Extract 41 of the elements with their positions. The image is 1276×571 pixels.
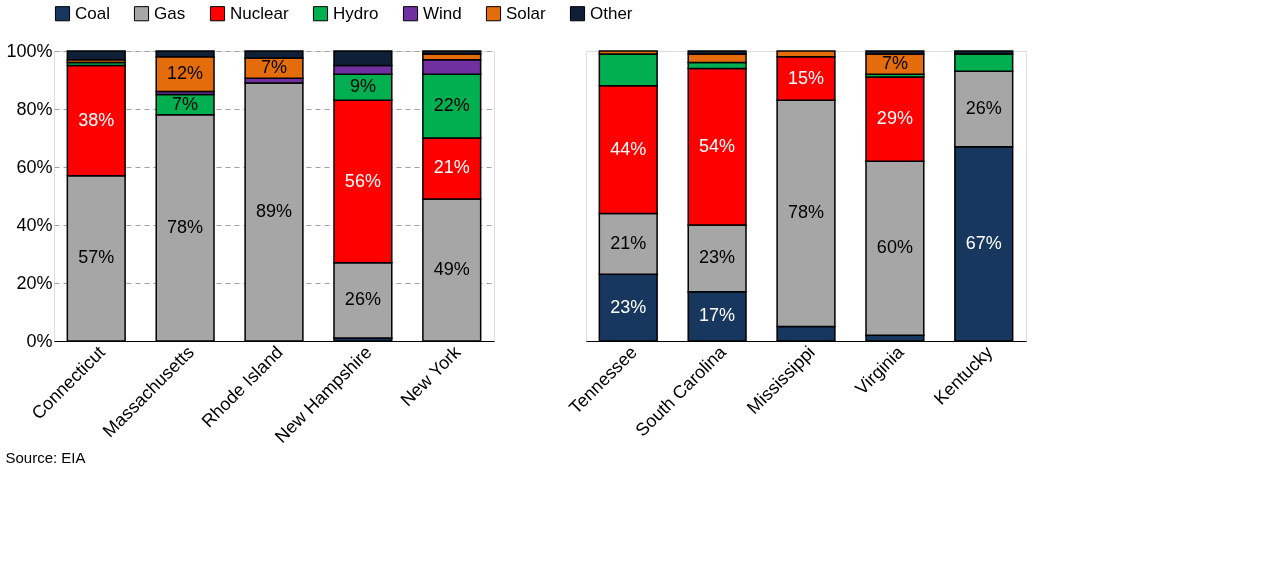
y-tick-label: 0% [26, 330, 53, 351]
data-label: 78% [167, 216, 204, 237]
y-tick-label: 60% [16, 156, 53, 177]
data-label: 78% [787, 202, 825, 223]
legend-label: Other [590, 3, 633, 23]
data-label: 44% [610, 138, 647, 159]
data-label: 67% [965, 232, 1002, 253]
legend-label: Hydro [333, 3, 379, 23]
data-label: 57% [78, 247, 115, 268]
data-label: 21% [433, 157, 470, 178]
data-label: 23% [610, 296, 647, 317]
y-tick-label: 100% [6, 40, 53, 61]
data-label: 89% [255, 200, 293, 221]
legend-label: Gas [154, 3, 186, 23]
data-label: 38% [78, 109, 115, 130]
y-tick-label: 20% [16, 272, 53, 293]
legend-label: Solar [506, 3, 547, 23]
y-tick-label: 80% [16, 98, 53, 119]
data-label: 60% [876, 237, 913, 258]
legend-label: Wind [423, 3, 462, 23]
data-label: 23% [699, 247, 736, 268]
data-label: 29% [876, 108, 913, 129]
data-label: 15% [787, 67, 825, 88]
source-note: Source: EIA [5, 448, 86, 466]
y-tick-label: 40% [16, 214, 53, 235]
data-label: 17% [699, 305, 736, 326]
data-label: 7% [260, 57, 288, 78]
data-label: 7% [881, 53, 908, 74]
data-label: 26% [344, 289, 381, 310]
data-label: 7% [172, 93, 199, 114]
legend-label: Coal [75, 3, 110, 23]
legend-label: Nuclear [230, 3, 289, 23]
data-label: 22% [433, 95, 470, 116]
data-label: 26% [965, 98, 1002, 118]
data-label: 54% [699, 135, 736, 156]
data-label: 12% [167, 63, 204, 84]
data-label: 21% [610, 232, 647, 253]
bar [66, 50, 126, 61]
data-label: 9% [349, 76, 376, 97]
data-label: 49% [433, 258, 470, 279]
data-label: 56% [344, 170, 381, 191]
